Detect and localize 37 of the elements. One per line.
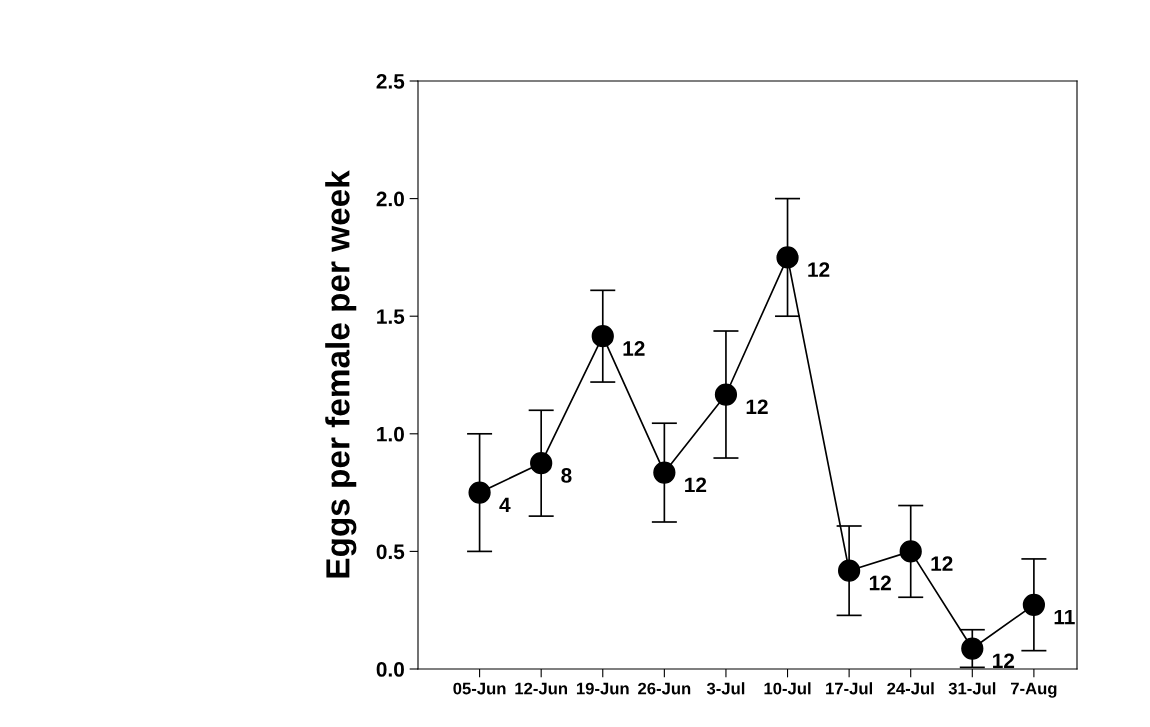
point bbox=[653, 461, 676, 484]
point bbox=[591, 325, 614, 348]
y-tick-label: 1.0 bbox=[377, 426, 404, 442]
y-tick-label: 2.0 bbox=[376, 191, 404, 207]
x-tick-label: 31-Jul bbox=[948, 682, 996, 695]
x-tick-label: 12-Jun bbox=[515, 682, 568, 695]
y-tick-label: 0.5 bbox=[376, 544, 405, 560]
point bbox=[468, 481, 491, 504]
annotation: 12 bbox=[993, 653, 1015, 668]
annotation: 12 bbox=[869, 575, 891, 591]
x-tick-label: 19-Jun bbox=[576, 682, 629, 695]
annotation: 12 bbox=[746, 399, 768, 414]
annotation: 12 bbox=[685, 477, 707, 493]
annotation: 12 bbox=[808, 262, 830, 277]
annotation: 4 bbox=[499, 497, 511, 513]
y-tick-label: 2.5 bbox=[376, 74, 405, 89]
point bbox=[714, 383, 738, 406]
annotation: 12 bbox=[623, 341, 645, 356]
point bbox=[530, 452, 553, 475]
x-tick-label: 3-Jul bbox=[706, 682, 745, 695]
annotation: 11 bbox=[1054, 609, 1075, 625]
point bbox=[776, 246, 799, 269]
x-tick-label: 24-Jul bbox=[887, 682, 934, 695]
y-axis-title: Eggs per female per week bbox=[325, 170, 357, 578]
point bbox=[1022, 593, 1045, 616]
annotation: 12 bbox=[931, 556, 953, 571]
point bbox=[899, 540, 922, 563]
annotation: 8 bbox=[561, 468, 572, 483]
x-tick-label: 17-Jul bbox=[826, 682, 873, 695]
x-tick-label: 10-Jul bbox=[764, 682, 811, 695]
y-tick-label: 1.5 bbox=[377, 309, 405, 324]
point bbox=[838, 559, 861, 582]
y-tick-label: 0.0 bbox=[376, 662, 404, 677]
point bbox=[961, 637, 984, 660]
x-tick-label: 26-Jun bbox=[638, 682, 691, 695]
x-tick-label: 05-Jun bbox=[453, 682, 506, 695]
x-tick-label: 7-Aug bbox=[1011, 682, 1057, 698]
